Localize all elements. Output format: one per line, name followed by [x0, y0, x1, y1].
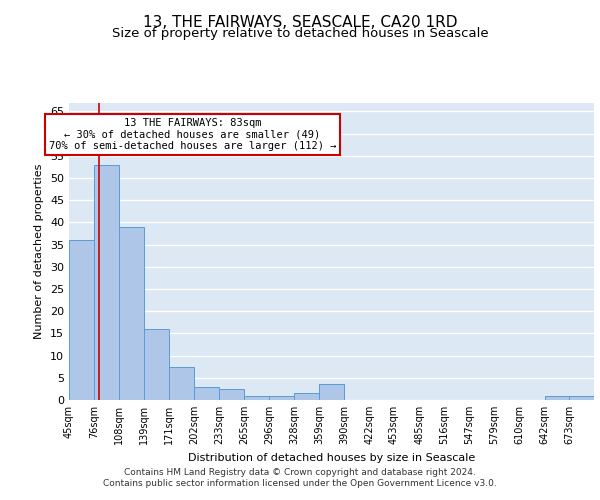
Text: 13 THE FAIRWAYS: 83sqm
← 30% of detached houses are smaller (49)
70% of semi-det: 13 THE FAIRWAYS: 83sqm ← 30% of detached…	[49, 118, 336, 151]
Text: Contains HM Land Registry data © Crown copyright and database right 2024.
Contai: Contains HM Land Registry data © Crown c…	[103, 468, 497, 487]
Y-axis label: Number of detached properties: Number of detached properties	[34, 164, 44, 339]
Bar	[319, 384, 344, 400]
Bar	[69, 240, 94, 400]
Text: Size of property relative to detached houses in Seascale: Size of property relative to detached ho…	[112, 28, 488, 40]
Bar	[219, 389, 244, 400]
Bar	[169, 366, 194, 400]
Bar	[569, 396, 594, 400]
Bar	[94, 164, 119, 400]
X-axis label: Distribution of detached houses by size in Seascale: Distribution of detached houses by size …	[188, 452, 475, 462]
Bar	[295, 394, 319, 400]
Bar	[269, 396, 295, 400]
Bar	[244, 396, 269, 400]
Text: 13, THE FAIRWAYS, SEASCALE, CA20 1RD: 13, THE FAIRWAYS, SEASCALE, CA20 1RD	[143, 15, 457, 30]
Bar	[545, 396, 569, 400]
Bar	[194, 386, 219, 400]
Bar	[144, 329, 169, 400]
Bar	[119, 227, 144, 400]
